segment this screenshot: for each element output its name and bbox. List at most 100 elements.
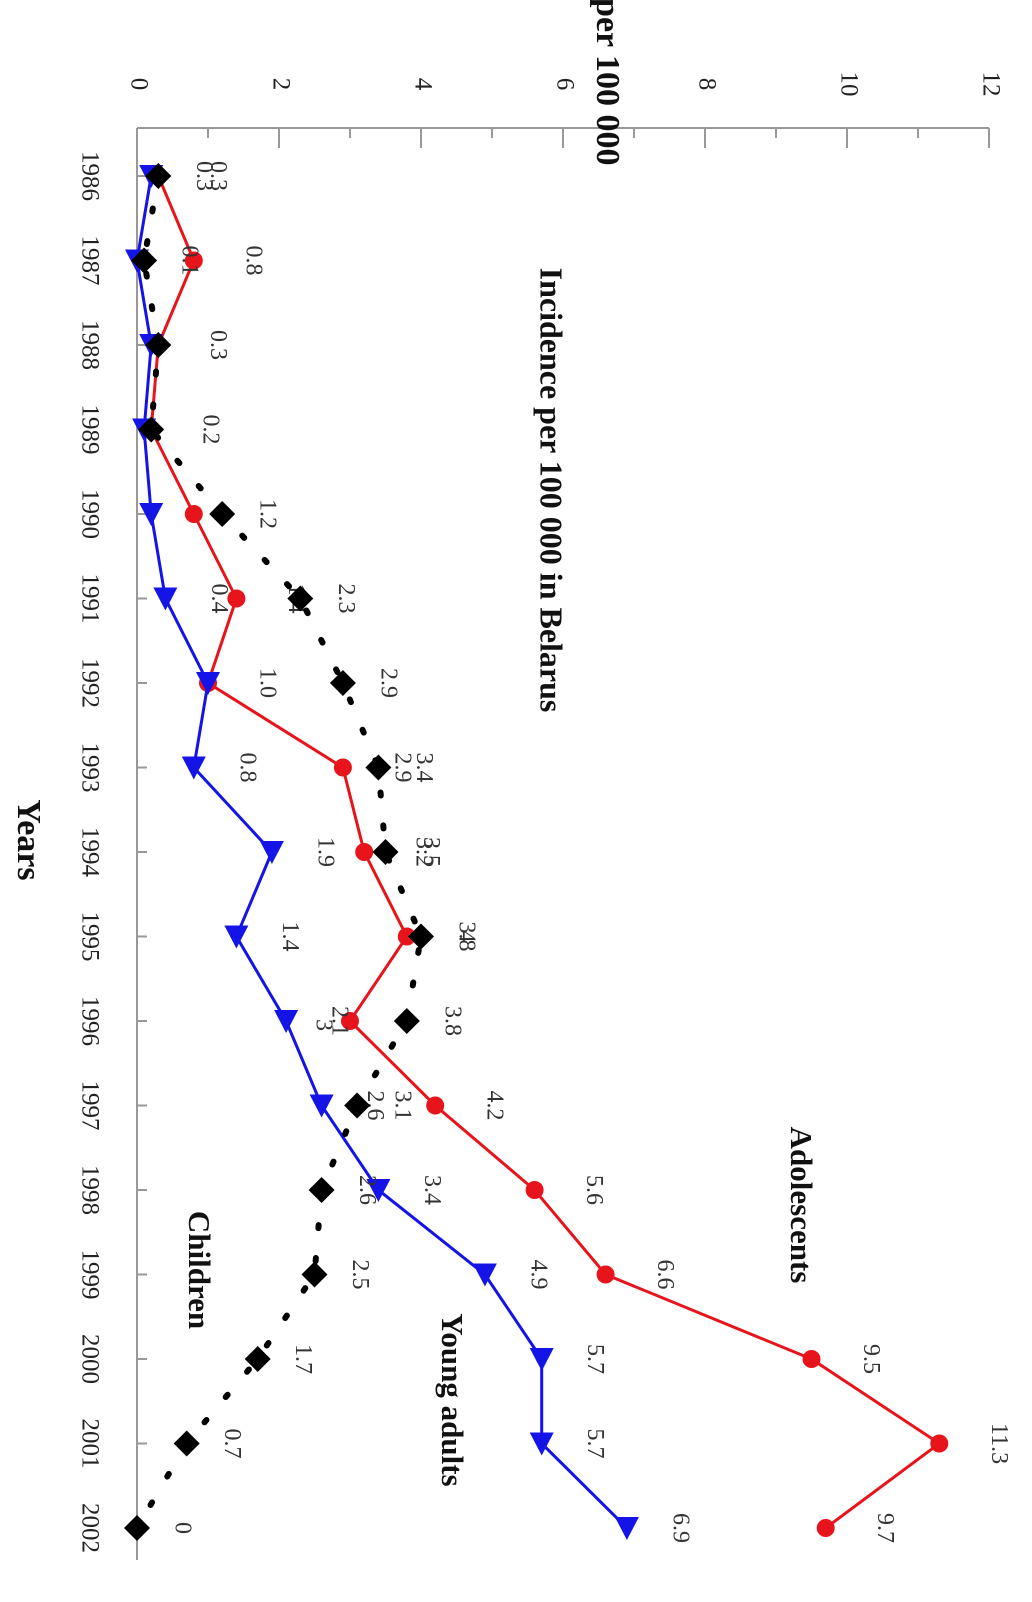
category-tick-label: 1989 — [76, 405, 103, 455]
data-point — [145, 163, 172, 189]
data-label: 3 — [310, 1019, 336, 1031]
value-tick-label: 12 — [977, 72, 1004, 97]
data-label: 1.7 — [290, 1344, 316, 1374]
data-point — [366, 1179, 391, 1202]
data-label: 1.9 — [312, 837, 338, 867]
data-label: 2.9 — [375, 668, 401, 698]
data-label: 3.8 — [439, 1006, 465, 1036]
data-label: 9.5 — [858, 1344, 884, 1374]
data-point — [529, 1348, 554, 1371]
data-point — [596, 1265, 615, 1284]
data-point — [227, 589, 246, 608]
value-axis-title: Cases per 100 000 — [589, 0, 626, 166]
data-point — [124, 1515, 150, 1541]
value-tick-label: 6 — [551, 78, 578, 91]
data-label: 5.7 — [582, 1429, 608, 1459]
data-point — [274, 1010, 299, 1033]
data-point — [139, 503, 164, 526]
data-point — [614, 1517, 639, 1540]
category-tick-label: 1988 — [76, 320, 103, 370]
data-point — [472, 1263, 497, 1287]
data-point — [184, 251, 203, 270]
data-point — [287, 585, 314, 612]
data-label: 1.4 — [277, 922, 303, 952]
data-point — [145, 332, 172, 358]
data-point — [308, 1177, 335, 1203]
data-point — [529, 1432, 554, 1456]
data-label: 0.1 — [177, 246, 203, 276]
category-tick-label: 1991 — [76, 574, 103, 624]
data-label: 3.5 — [418, 837, 444, 867]
data-label: 2.9 — [389, 753, 415, 783]
data-point — [365, 754, 392, 781]
value-tick-label: 0 — [125, 78, 152, 91]
data-label: 4.9 — [525, 1260, 551, 1290]
data-point — [393, 1008, 420, 1034]
data-label: 0.7 — [219, 1429, 245, 1459]
data-point — [309, 1094, 334, 1118]
data-point — [173, 1430, 200, 1457]
category-tick-label: 1992 — [76, 658, 103, 708]
data-label: 3.8 — [453, 922, 479, 952]
data-label: 2.6 — [354, 1175, 380, 1205]
data-point — [224, 925, 249, 949]
data-point — [341, 1012, 359, 1030]
data-point — [138, 416, 165, 443]
data-label: 3.4 — [419, 1175, 445, 1205]
data-label: 3.1 — [390, 1091, 416, 1121]
data-label: 6.6 — [652, 1260, 678, 1290]
data-label: 0 — [169, 1522, 195, 1534]
data-point — [131, 247, 158, 274]
value-tick-label: 8 — [693, 78, 720, 91]
data-label: 2.1 — [327, 1006, 353, 1036]
series-name-label: Children — [182, 1211, 217, 1329]
data-label: 0.8 — [240, 246, 266, 276]
data-point — [184, 505, 203, 523]
category-tick-label: 1999 — [76, 1250, 103, 1300]
data-point — [244, 1346, 271, 1372]
category-tick-label: 1994 — [76, 827, 103, 878]
data-label: 4 — [453, 931, 479, 943]
category-tick-label: 1986 — [76, 151, 103, 201]
data-label: 3.4 — [411, 753, 437, 783]
data-point — [372, 839, 399, 865]
data-label: 0.3 — [205, 161, 231, 191]
data-label: 11.3 — [986, 1423, 1012, 1464]
category-tick-label: 1995 — [76, 912, 103, 962]
data-label: 6.9 — [667, 1513, 693, 1543]
data-label: 0.3 — [205, 330, 231, 360]
data-label: 4.2 — [482, 1091, 508, 1121]
data-point — [426, 1096, 445, 1115]
data-point — [408, 923, 434, 950]
plot-layer: 0 2 4 6 8 10 12 1986 1987 1988 1989 1990 1991 1992 199… — [10, 0, 1012, 1560]
series-name-label: Adolescents — [784, 1127, 819, 1284]
data-label: 5.7 — [582, 1344, 608, 1374]
data-point — [816, 1519, 835, 1537]
data-label: 9.7 — [872, 1513, 898, 1543]
data-point — [802, 1350, 821, 1368]
data-label: 0.4 — [206, 584, 232, 614]
category-tick-label: 1996 — [76, 996, 103, 1046]
data-label: 0.8 — [234, 753, 260, 783]
category-tick-label: 2002 — [76, 1503, 103, 1553]
category-tick-label: 1990 — [76, 489, 103, 539]
category-tick-label: 1993 — [76, 743, 103, 793]
data-label: 2.5 — [347, 1260, 373, 1290]
data-label: 2.3 — [333, 584, 359, 614]
data-label: 5.6 — [581, 1175, 607, 1205]
series-children — [124, 163, 434, 1541]
data-point — [301, 1261, 328, 1288]
category-tick-label: 1997 — [76, 1081, 103, 1131]
data-point — [355, 843, 374, 861]
series-name-label: Young adults — [435, 1313, 470, 1486]
data-label: 3.2 — [411, 837, 437, 867]
data-point — [344, 1092, 371, 1119]
value-tick-label: 2 — [267, 78, 294, 91]
category-tick-label: 2001 — [76, 1419, 103, 1469]
data-point — [525, 1181, 544, 1199]
category-tick-label: 2000 — [76, 1334, 103, 1384]
data-point — [329, 670, 356, 696]
data-point — [259, 841, 284, 864]
data-label: 0.2 — [198, 415, 224, 445]
